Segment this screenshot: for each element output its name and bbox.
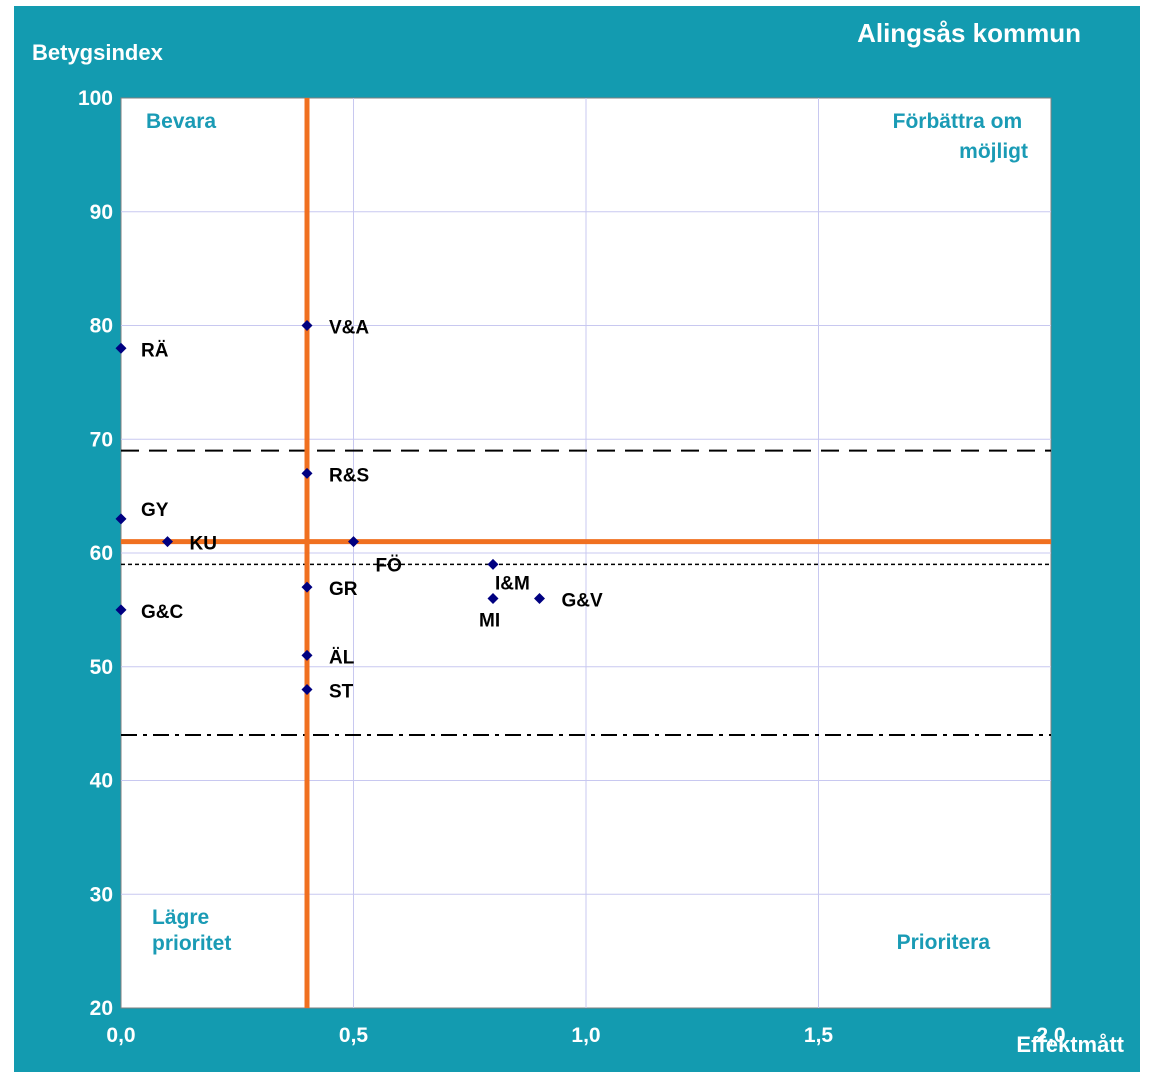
data-point-7 bbox=[301, 649, 313, 661]
y-tick-label: 100 bbox=[78, 87, 113, 110]
data-point-label: R&S bbox=[329, 465, 369, 486]
data-point-label: V&A bbox=[329, 318, 369, 339]
data-point-label: GR bbox=[329, 579, 358, 600]
data-point-3 bbox=[162, 536, 173, 548]
data-point-label: ÄL bbox=[329, 647, 355, 668]
data-point-2 bbox=[115, 604, 127, 616]
y-axis-label: Betygsindex bbox=[32, 40, 164, 65]
x-tick-label: 0,5 bbox=[339, 1024, 369, 1047]
chart-frame: RÄ GY G&C KU V&A R&S GR ÄL ST FÖ I&M MI G&V Alingsås… bbox=[14, 6, 1140, 1072]
x-tick-label: 0,0 bbox=[106, 1024, 135, 1047]
y-tick-label: 50 bbox=[90, 656, 113, 679]
quadrant-label-bottom-right: Prioritera bbox=[897, 931, 991, 954]
chart-title: Alingsås kommun bbox=[857, 18, 1081, 48]
data-point-label: G&V bbox=[562, 591, 604, 612]
y-tick-label: 70 bbox=[90, 428, 113, 451]
x-tick-label: 1,5 bbox=[804, 1024, 834, 1047]
y-tick-label: 60 bbox=[90, 542, 113, 565]
quadrant-label-top-right: Förbättra om möjligt bbox=[893, 110, 1028, 163]
data-point-label: G&C bbox=[141, 602, 184, 623]
quadrant-label-top-left: Bevara bbox=[146, 110, 216, 133]
data-points: RÄ GY G&C KU V&A R&S GR ÄL ST FÖ I&M MI G&V bbox=[115, 318, 604, 703]
data-point-label: FÖ bbox=[376, 556, 402, 577]
scatter-chart: RÄ GY G&C KU V&A R&S GR ÄL ST FÖ I&M MI G&V Alingsås… bbox=[14, 6, 1140, 1072]
data-point-6 bbox=[301, 581, 313, 593]
y-tick-label: 90 bbox=[90, 201, 113, 224]
y-tick-label: 30 bbox=[90, 883, 113, 906]
data-point-label: RÄ bbox=[141, 340, 169, 361]
data-point-label: ST bbox=[329, 682, 354, 703]
data-point-12 bbox=[534, 593, 545, 604]
data-point-0 bbox=[115, 342, 127, 354]
y-tick-label: 80 bbox=[90, 315, 113, 338]
y-tick-labels: 20 30 40 50 60 70 80 90 100 bbox=[78, 87, 113, 1020]
data-point-8 bbox=[301, 684, 313, 695]
data-point-label: I&M bbox=[495, 573, 530, 594]
data-point-10 bbox=[487, 558, 499, 570]
data-point-11 bbox=[487, 593, 499, 604]
data-point-5 bbox=[301, 467, 313, 479]
data-point-1 bbox=[115, 513, 127, 525]
x-axis-label: Effektmått bbox=[1016, 1032, 1124, 1057]
y-tick-label: 40 bbox=[90, 770, 113, 793]
data-point-label: MI bbox=[479, 611, 500, 632]
quadrant-label-bottom-left: Lägre prioritet bbox=[152, 906, 231, 955]
data-point-4 bbox=[301, 320, 313, 331]
y-tick-label: 20 bbox=[90, 997, 113, 1020]
x-tick-labels: 0,0 0,5 1,0 1,5 2,0 bbox=[106, 1024, 1065, 1047]
data-point-9 bbox=[348, 536, 359, 548]
x-tick-label: 1,0 bbox=[571, 1024, 600, 1047]
data-point-label: KU bbox=[190, 534, 217, 555]
data-point-label: GY bbox=[141, 500, 169, 521]
grid-lines bbox=[121, 98, 1051, 1008]
x-tick-label: 2,0 bbox=[1036, 1024, 1065, 1047]
reference-lines bbox=[121, 98, 1051, 1008]
